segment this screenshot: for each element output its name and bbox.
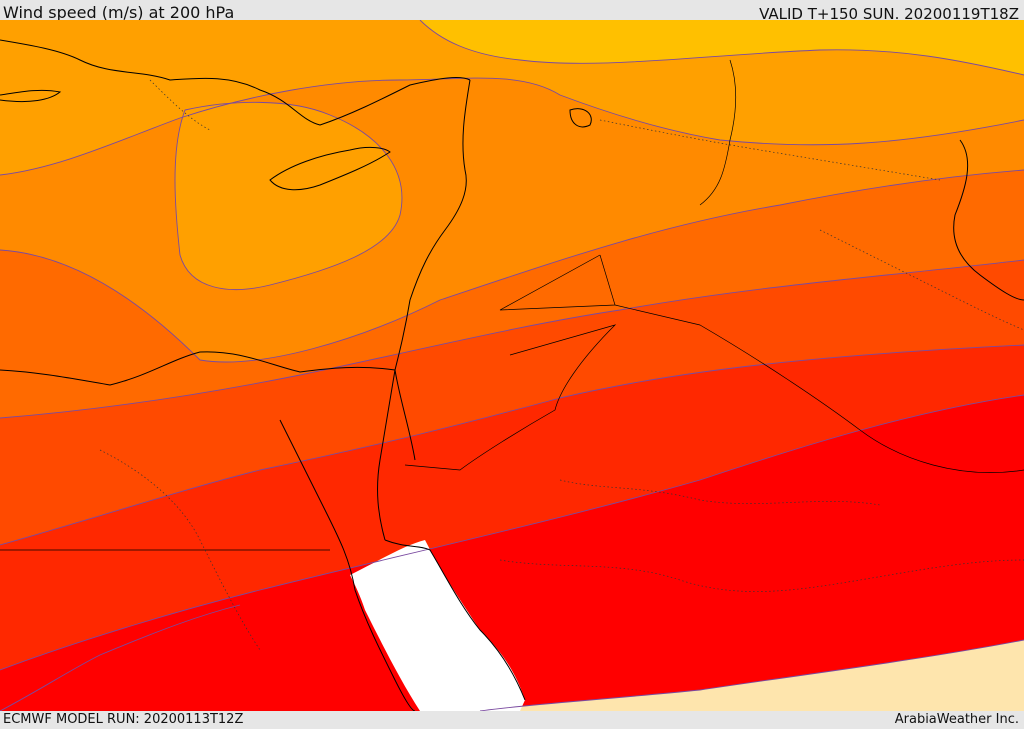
band-4: [0, 260, 1024, 545]
contour-line: [0, 394, 1024, 671]
contour-line: [174, 101, 403, 290]
band-5: [0, 345, 1024, 670]
coastline-egypt-north: [0, 351, 396, 386]
border-line: [499, 254, 616, 311]
coastline-gulf-of-suez: [377, 369, 416, 541]
contour-line: [0, 77, 1024, 176]
province-border: [559, 479, 881, 506]
coastline-red-sea-east: [384, 539, 526, 701]
contour-line: [0, 259, 1024, 419]
credit-label: ArabiaWeather Inc.: [894, 712, 1019, 727]
island-crete: [0, 89, 62, 103]
border-line: [404, 324, 617, 471]
border-line: [614, 304, 1024, 473]
band-jet-core: [0, 395, 1024, 711]
contour-line: [0, 344, 1024, 546]
contour-line: [0, 604, 241, 711]
valid-time-label: VALID T+150 SUN. 20200119T18Z: [759, 5, 1019, 23]
contour-line: [479, 639, 1024, 711]
coastline-red-sea-west: [279, 419, 416, 711]
province-border: [819, 229, 1024, 331]
province-border: [499, 559, 1024, 592]
province-border: [99, 449, 261, 651]
border-line: [699, 59, 737, 206]
band-weakest: [400, 20, 1024, 75]
band-3: [0, 170, 1024, 418]
lake-van: [569, 108, 592, 128]
contour-line: [419, 20, 1024, 76]
band-1-pocket: [175, 102, 402, 290]
band-1: [0, 20, 1024, 175]
weather-map: [0, 20, 1024, 711]
province-border: [149, 79, 211, 131]
model-run-label: ECMWF MODEL RUN: 20200113T12Z: [3, 712, 244, 727]
coastline-cyprus: [269, 146, 391, 191]
coastline-turkey: [0, 39, 471, 126]
map-title: Wind speed (m/s) at 200 hPa: [3, 3, 235, 22]
contour-line: [0, 169, 1024, 363]
province-border: [599, 119, 941, 181]
coastline-persian-gulf: [953, 139, 1024, 301]
coastline-levant: [394, 79, 471, 371]
red-sea-area: [350, 540, 525, 711]
